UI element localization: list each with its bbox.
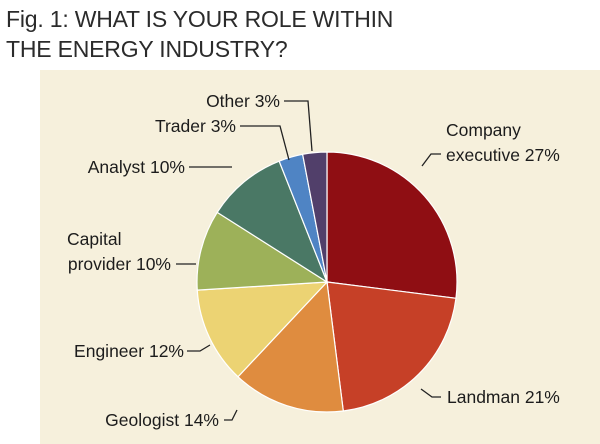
slice-engineer [196, 281, 329, 378]
label-engineer: Engineer 12% [74, 341, 184, 361]
leader-line-company-executive [421, 153, 441, 167]
label-geologist: Geologist 14% [105, 410, 219, 430]
slice-company-executive [326, 151, 458, 299]
label-company-executive-line1: Company [446, 120, 521, 140]
slice-capital-provider [196, 211, 329, 291]
slice-other [301, 151, 328, 283]
slice-geologist [237, 280, 344, 413]
chart-title-line-1: Fig. 1: WHAT IS YOUR ROLE WITHIN [6, 6, 394, 32]
leader-line-other [284, 100, 313, 152]
leader-line-landman [420, 388, 441, 398]
slice-analyst [216, 160, 329, 284]
chart-title-line-2: THE ENERGY INDUSTRY? [6, 36, 288, 62]
label-company-executive-line2: executive 27% [446, 145, 560, 165]
label-capital-provider-line2: provider 10% [68, 254, 171, 274]
label-other: Other 3% [206, 91, 280, 111]
label-landman: Landman 21% [447, 387, 560, 407]
label-trader: Trader 3% [155, 116, 236, 136]
label-capital-provider-line1: Capital [67, 229, 121, 249]
leader-lines [176, 100, 441, 421]
leader-line-geologist [224, 409, 238, 421]
pie-slices [196, 151, 458, 413]
leader-line-trader [240, 125, 290, 161]
slice-landman [326, 281, 457, 412]
leader-line-engineer [187, 344, 211, 352]
label-analyst: Analyst 10% [88, 157, 185, 177]
